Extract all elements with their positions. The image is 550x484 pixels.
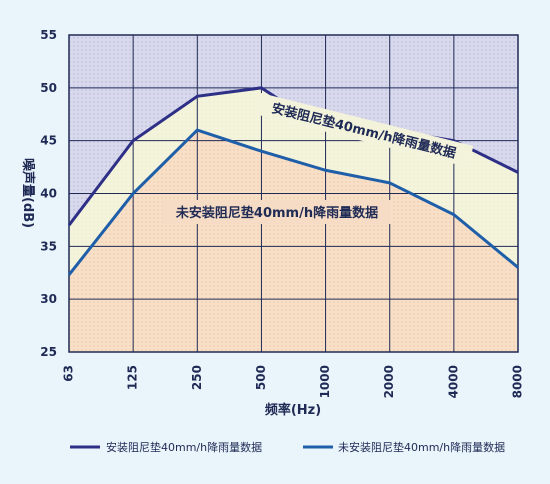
- legend-label-series-1: 安装阻尼垫40mm/h降雨量数据: [106, 440, 262, 454]
- annotation-2: 未安装阻尼垫40mm/h降雨量数据: [175, 205, 378, 221]
- y-tick-label: 30: [40, 292, 57, 306]
- series-2-area: [69, 130, 518, 352]
- series-2-line: [67, 128, 519, 276]
- y-axis-label: 噪声量(dB): [20, 158, 36, 228]
- x-tick-label: 2000: [382, 365, 396, 398]
- x-tick-label: 8000: [511, 365, 525, 398]
- x-tick-label: 500: [254, 365, 268, 390]
- y-tick-label: 35: [40, 239, 57, 253]
- y-tick-labels: 25 30 35 40 45 50 55: [40, 28, 57, 359]
- y-tick-label: 25: [40, 345, 57, 359]
- y-tick-label: 50: [40, 81, 57, 95]
- y-tick-label: 40: [40, 187, 57, 201]
- legend: 安装阻尼垫40mm/h降雨量数据 未安装阻尼垫40mm/h降雨量数据: [70, 440, 505, 454]
- x-axis-label: 频率(Hz): [265, 402, 321, 418]
- y-tick-label: 45: [40, 134, 57, 148]
- annotation-1-bg: [254, 92, 474, 168]
- x-tick-label: 63: [62, 365, 76, 382]
- plot-frame: [68, 34, 519, 353]
- annotation-2-bg: [163, 200, 391, 224]
- x-tick-label: 250: [190, 365, 204, 390]
- x-tick-label: 125: [126, 365, 140, 390]
- y-axis-label-text: 噪声量(dB): [20, 158, 36, 228]
- y-tick-label: 55: [40, 28, 57, 42]
- x-tick-label: 1000: [318, 365, 332, 398]
- x-tick-labels: 63 125 250 500 1000 2000 4000 8000: [62, 365, 525, 398]
- x-tick-label: 4000: [446, 365, 460, 398]
- legend-label-series-2: 未安装阻尼垫40mm/h降雨量数据: [338, 440, 505, 454]
